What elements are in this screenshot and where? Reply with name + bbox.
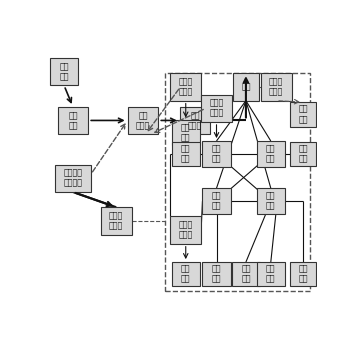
- Text: 入侵检测
分析装置: 入侵检测 分析装置: [63, 169, 82, 188]
- Bar: [232, 262, 260, 286]
- Text: 现场
设备: 现场 设备: [266, 265, 276, 284]
- Bar: [202, 262, 231, 286]
- Bar: [165, 73, 309, 291]
- Text: 安全
管理器: 安全 管理器: [136, 111, 150, 130]
- Bar: [170, 216, 201, 244]
- Bar: [289, 102, 316, 127]
- Bar: [172, 120, 200, 145]
- Bar: [55, 164, 91, 192]
- Bar: [172, 262, 200, 286]
- Text: 现场
设备: 现场 设备: [298, 265, 308, 284]
- Text: 现场
设备: 现场 设备: [181, 265, 190, 284]
- Bar: [202, 141, 231, 167]
- Bar: [261, 73, 291, 101]
- Text: 现场
设备: 现场 设备: [181, 123, 190, 142]
- Text: 边界
网关: 边界 网关: [68, 111, 78, 130]
- Text: 现场
设备: 现场 设备: [181, 144, 190, 163]
- Bar: [172, 142, 200, 166]
- Text: 本地检
测模块: 本地检 测模块: [269, 77, 283, 96]
- Text: 网关: 网关: [241, 83, 251, 92]
- Text: 现场
设备: 现场 设备: [298, 105, 308, 124]
- Bar: [233, 73, 259, 101]
- Bar: [180, 107, 210, 134]
- Text: 本地检
测模块: 本地检 测模块: [178, 77, 193, 96]
- Bar: [257, 141, 285, 167]
- Bar: [170, 73, 201, 101]
- Text: 现场
设备: 现场 设备: [298, 144, 308, 163]
- Text: 本地检
测模块: 本地检 测模块: [209, 99, 224, 118]
- Text: 外部
网络: 外部 网络: [59, 62, 69, 81]
- Text: 路由
设备: 路由 设备: [266, 144, 276, 163]
- Text: 全信道
分析仪: 全信道 分析仪: [109, 211, 123, 230]
- Bar: [257, 188, 285, 214]
- Text: 路由
设备: 路由 设备: [212, 144, 221, 163]
- Text: 现场
设备: 现场 设备: [241, 265, 251, 284]
- Text: 现场
设备: 现场 设备: [212, 265, 221, 284]
- Text: 路由
设备: 路由 设备: [266, 192, 276, 211]
- Bar: [257, 262, 285, 286]
- Bar: [101, 207, 132, 235]
- Bar: [202, 188, 231, 214]
- Bar: [289, 142, 316, 166]
- Bar: [57, 107, 88, 134]
- Text: 网络
管理器: 网络 管理器: [188, 111, 202, 130]
- Bar: [50, 58, 78, 85]
- Text: 本地检
测模块: 本地检 测模块: [178, 221, 193, 239]
- Bar: [289, 262, 316, 286]
- Bar: [127, 107, 158, 134]
- Text: 路由
设备: 路由 设备: [212, 192, 221, 211]
- Bar: [201, 95, 232, 122]
